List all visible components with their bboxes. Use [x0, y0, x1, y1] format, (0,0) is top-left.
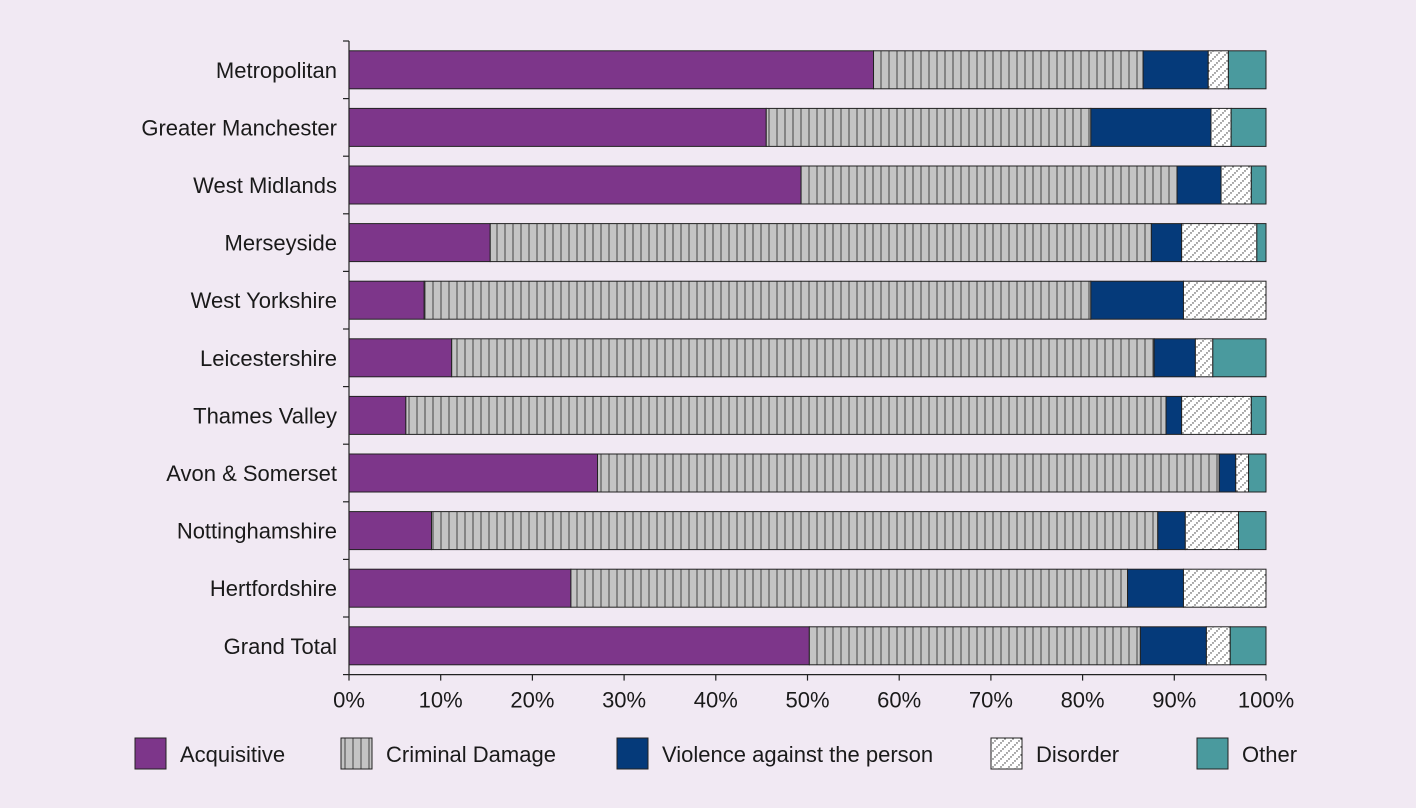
bar-segment-violence-against-the-person-nottinghamshire: [1157, 511, 1186, 551]
category-label: Thames Valley: [193, 403, 337, 428]
legend-swatch-disorder: [990, 737, 1023, 770]
bar-segment-other-leicestershire: [1212, 338, 1267, 378]
bar-segment-violence-against-the-person-hertfordshire: [1127, 568, 1184, 608]
x-tick-label: 60%: [877, 688, 921, 713]
bar-segment-violence-against-the-person-thames-valley: [1165, 395, 1183, 435]
bar-segment-acquisitive-west-midlands: [348, 165, 802, 205]
category-label: West Yorkshire: [191, 288, 337, 313]
bar-segment-criminal-damage-hertfordshire: [570, 568, 1129, 608]
category-label: Hertfordshire: [210, 576, 337, 601]
category-label: Avon & Somerset: [166, 461, 337, 486]
bar-segment-disorder-merseyside: [1181, 223, 1258, 263]
bar-segment-violence-against-the-person-merseyside: [1150, 223, 1183, 263]
bar-segment-other-grand-total: [1229, 626, 1267, 666]
plot-area: Metropolitan Greater Manchester West Midla…: [141, 40, 1294, 713]
legend-label-criminal-damage: Criminal Damage: [386, 742, 556, 767]
legend-swatch-violence-against-the-person: [616, 737, 649, 770]
x-tick-label: 70%: [969, 688, 1013, 713]
legend-label-other: Other: [1242, 742, 1297, 767]
bar-segment-other-nottinghamshire: [1237, 511, 1267, 551]
bar-segment-violence-against-the-person-leicestershire: [1153, 338, 1196, 378]
bar-segment-acquisitive-avon-and-somerset: [348, 453, 599, 493]
bar-segment-disorder-hertfordshire: [1182, 568, 1267, 608]
bar-segment-criminal-damage-west-midlands: [800, 165, 1178, 205]
bar-segment-acquisitive-hertfordshire: [348, 568, 572, 608]
x-tick-label: 50%: [785, 688, 829, 713]
category-label: Metropolitan: [216, 58, 337, 83]
bar-segment-other-avon-and-somerset: [1248, 453, 1267, 493]
bar-segment-criminal-damage-greater-manchester: [765, 107, 1092, 147]
category-label: Merseyside: [225, 231, 337, 256]
bar-segment-disorder-grand-total: [1205, 626, 1231, 666]
bar-segment-disorder-thames-valley: [1181, 395, 1252, 435]
bar-segment-criminal-damage-nottinghamshire: [431, 511, 1159, 551]
bar-segment-violence-against-the-person-avon-and-somerset: [1218, 453, 1237, 493]
x-tick-label: 20%: [510, 688, 554, 713]
category-label: Grand Total: [224, 634, 337, 659]
x-tick-label: 30%: [602, 688, 646, 713]
bar-segment-disorder-west-midlands: [1220, 165, 1252, 205]
bar-segment-violence-against-the-person-grand-total: [1139, 626, 1207, 666]
x-tick-label: 10%: [419, 688, 463, 713]
bar-segment-criminal-damage-avon-and-somerset: [597, 453, 1220, 493]
legend-swatch-other: [1196, 737, 1229, 770]
bar-segment-other-merseyside: [1256, 223, 1267, 263]
bar-segment-disorder-greater-manchester: [1210, 107, 1232, 147]
legend: Acquisitive Criminal Damage Violence again…: [134, 737, 1297, 770]
bar-segment-acquisitive-merseyside: [348, 223, 491, 263]
bar-segment-disorder-leicestershire: [1194, 338, 1214, 378]
bar-segment-disorder-west-yorkshire: [1182, 280, 1267, 320]
category-label: Nottinghamshire: [177, 519, 337, 544]
category-label: Leicestershire: [200, 346, 337, 371]
x-tick-label: 90%: [1152, 688, 1196, 713]
x-tick-label: 100%: [1238, 688, 1294, 713]
bar-segment-other-greater-manchester: [1230, 107, 1267, 147]
bar-segment-disorder-avon-and-somerset: [1235, 453, 1250, 493]
bar-segment-criminal-damage-leicestershire: [451, 338, 1155, 378]
legend-label-violence-against-the-person: Violence against the person: [662, 742, 933, 767]
bar-segment-other-metropolitan: [1227, 50, 1267, 90]
bar-segment-acquisitive-west-yorkshire: [348, 280, 425, 320]
legend-label-acquisitive: Acquisitive: [180, 742, 285, 767]
bar-segment-disorder-metropolitan: [1207, 50, 1229, 90]
bar-segment-disorder-nottinghamshire: [1184, 511, 1239, 551]
bar-segment-criminal-damage-metropolitan: [873, 50, 1144, 90]
x-tick-label: 80%: [1061, 688, 1105, 713]
legend-swatch-acquisitive: [134, 737, 167, 770]
category-label: West Midlands: [193, 173, 337, 198]
bar-segment-acquisitive-leicestershire: [348, 338, 453, 378]
bar-segment-criminal-damage-thames-valley: [405, 395, 1167, 435]
bar-segment-acquisitive-greater-manchester: [348, 107, 767, 147]
bar-segment-other-thames-valley: [1250, 395, 1267, 435]
bar-segment-other-west-midlands: [1250, 165, 1267, 205]
x-tick-label: 40%: [694, 688, 738, 713]
bar-segment-acquisitive-metropolitan: [348, 50, 875, 90]
legend-swatch-criminal-damage: [340, 737, 373, 770]
bar-segment-acquisitive-nottinghamshire: [348, 511, 433, 551]
bar-segment-criminal-damage-merseyside: [489, 223, 1152, 263]
bar-segment-violence-against-the-person-west-yorkshire: [1090, 280, 1184, 320]
bar-segment-criminal-damage-grand-total: [808, 626, 1141, 666]
x-tick-label: 0%: [333, 688, 365, 713]
bar-segment-criminal-damage-west-yorkshire: [423, 280, 1092, 320]
legend-label-disorder: Disorder: [1036, 742, 1119, 767]
bar-segment-acquisitive-grand-total: [348, 626, 810, 666]
bar-segment-violence-against-the-person-greater-manchester: [1090, 107, 1212, 147]
bar-segment-acquisitive-thames-valley: [348, 395, 407, 435]
bar-segment-violence-against-the-person-metropolitan: [1142, 50, 1209, 90]
bar-segment-violence-against-the-person-west-midlands: [1176, 165, 1222, 205]
category-label: Greater Manchester: [141, 115, 337, 140]
